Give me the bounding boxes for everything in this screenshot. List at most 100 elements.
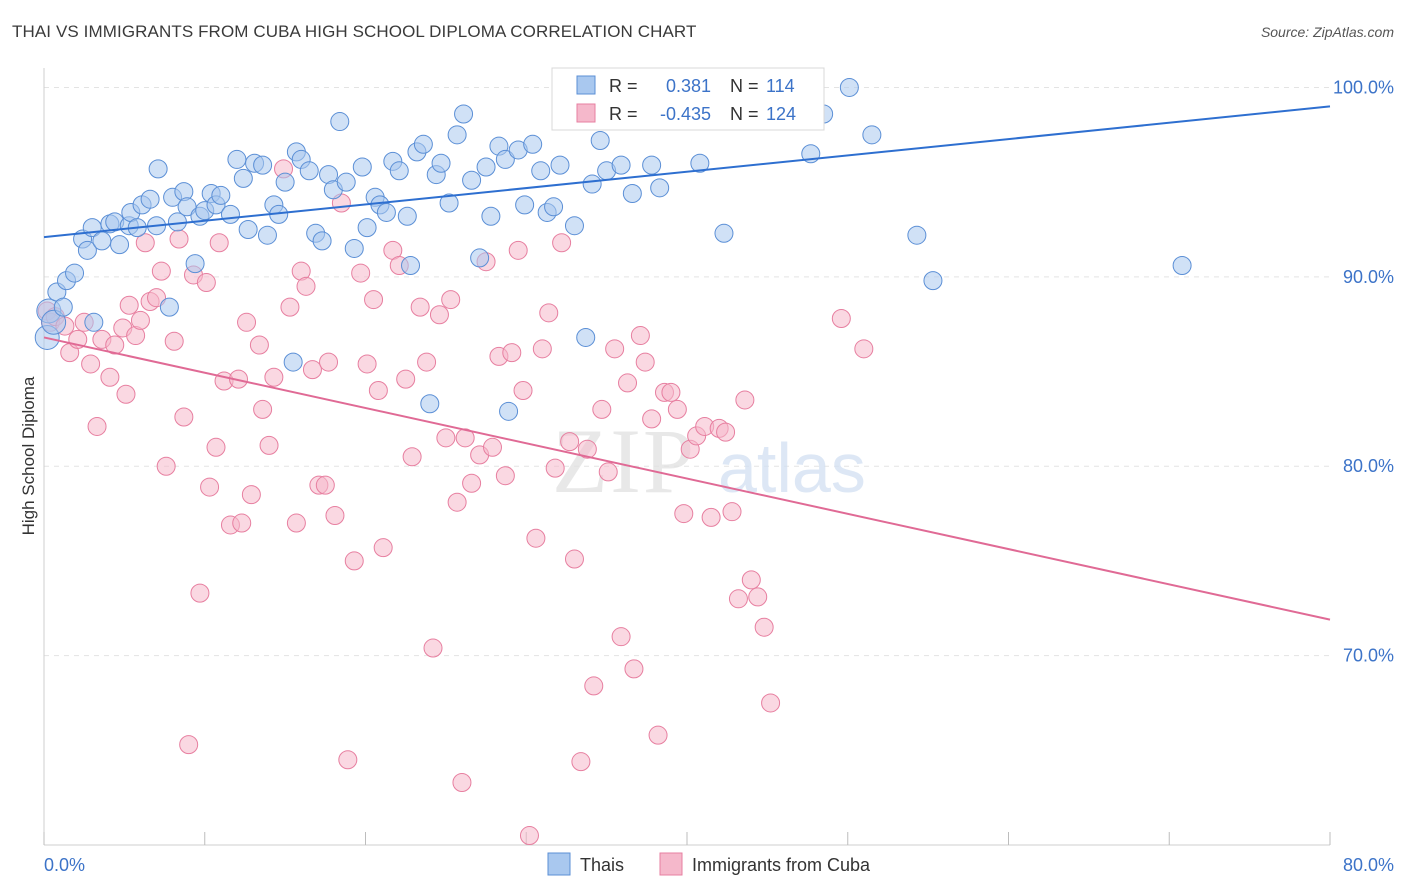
point-cuba [429, 305, 449, 325]
point-cuba [81, 354, 101, 374]
point-cuba [455, 428, 475, 448]
point-thais [439, 193, 459, 213]
point-thais [227, 149, 247, 169]
point-cuba [402, 447, 422, 467]
point-cuba [482, 437, 502, 457]
point-thais [582, 174, 602, 194]
point-cuba [642, 409, 662, 429]
watermark: ZIP atlas [552, 410, 866, 512]
stats-box: R = 0.381 N = 114 R = -0.435 N = 124 [551, 67, 825, 131]
point-thais [92, 231, 112, 251]
point-cuba [253, 399, 273, 419]
point-thais [470, 248, 490, 268]
x-ticks [43, 832, 1331, 845]
point-thais [1172, 255, 1192, 275]
point-thais [344, 238, 364, 258]
stats-n-label-cuba: N = [730, 104, 759, 124]
point-cuba [831, 309, 851, 329]
point-cuba [259, 435, 279, 455]
point-cuba [396, 369, 416, 389]
point-thais [515, 195, 535, 215]
trend-line-thais [43, 105, 1331, 239]
point-cuba [519, 826, 539, 846]
point-thais [499, 401, 519, 421]
point-thais [233, 168, 253, 188]
point-cuba [667, 399, 687, 419]
legend: Thais Immigrants from Cuba [547, 852, 871, 876]
point-cuba [315, 475, 335, 495]
point-cuba [592, 399, 612, 419]
point-thais [923, 271, 943, 291]
point-thais [397, 206, 417, 226]
gridlines [44, 86, 1330, 657]
point-cuba [661, 382, 681, 402]
source-credit: Source: ZipAtlas.com [1260, 24, 1394, 40]
point-cuba [119, 295, 139, 315]
y-tick-label: 100.0% [1333, 77, 1394, 97]
point-thais [220, 204, 240, 224]
legend-swatch-cuba [659, 852, 683, 876]
point-thais [907, 225, 927, 245]
stats-n-value-cuba: 124 [766, 104, 796, 124]
point-thais [84, 312, 104, 332]
point-cuba [373, 538, 393, 558]
point-thais [257, 225, 277, 245]
point-thais [401, 255, 421, 275]
point-cuba [130, 310, 150, 330]
point-thais [544, 197, 564, 217]
series-thais-points [34, 77, 1192, 421]
watermark-zip: ZIP [552, 410, 696, 512]
stats-r-value-thais: 0.381 [666, 76, 711, 96]
point-cuba [741, 570, 761, 590]
point-thais [275, 172, 295, 192]
stats-swatch-cuba [576, 103, 596, 123]
point-thais [148, 159, 168, 179]
point-cuba [630, 326, 650, 346]
point-cuba [105, 335, 125, 355]
point-cuba [735, 390, 755, 410]
point-thais [839, 77, 859, 97]
point-cuba [495, 466, 515, 486]
stats-r-label-thais: R = [609, 76, 638, 96]
point-thais [431, 153, 451, 173]
point-cuba [232, 513, 252, 533]
point-thais [862, 125, 882, 145]
point-cuba [357, 354, 377, 374]
point-cuba [513, 380, 533, 400]
point-cuba [196, 273, 216, 293]
point-thais [420, 394, 440, 414]
stats-r-label-cuba: R = [609, 104, 638, 124]
point-thais [253, 155, 273, 175]
point-cuba [598, 462, 618, 482]
point-cuba [135, 233, 155, 253]
point-cuba [338, 750, 358, 770]
point-cuba [296, 276, 316, 296]
point-thais [41, 309, 67, 335]
point-cuba [87, 416, 107, 436]
point-thais [110, 235, 130, 255]
point-thais [352, 157, 372, 177]
point-cuba [624, 659, 644, 679]
point-thais [642, 155, 662, 175]
point-cuba [577, 439, 597, 459]
point-cuba [319, 352, 339, 372]
point-cuba [325, 505, 345, 525]
point-cuba [728, 589, 748, 609]
point-thais [564, 216, 584, 236]
point-cuba [552, 233, 572, 253]
x-tick-label-max: 80.0% [1343, 855, 1394, 875]
point-thais [159, 297, 179, 317]
point-cuba [280, 297, 300, 317]
point-cuba [147, 288, 167, 308]
point-cuba [452, 773, 472, 793]
point-thais [650, 178, 670, 198]
point-cuba [423, 638, 443, 658]
point-thais [714, 223, 734, 243]
point-cuba [169, 229, 189, 249]
point-cuba [302, 360, 322, 380]
point-thais [238, 220, 258, 240]
point-cuba [584, 676, 604, 696]
point-thais [140, 189, 160, 209]
point-cuba [436, 428, 456, 448]
